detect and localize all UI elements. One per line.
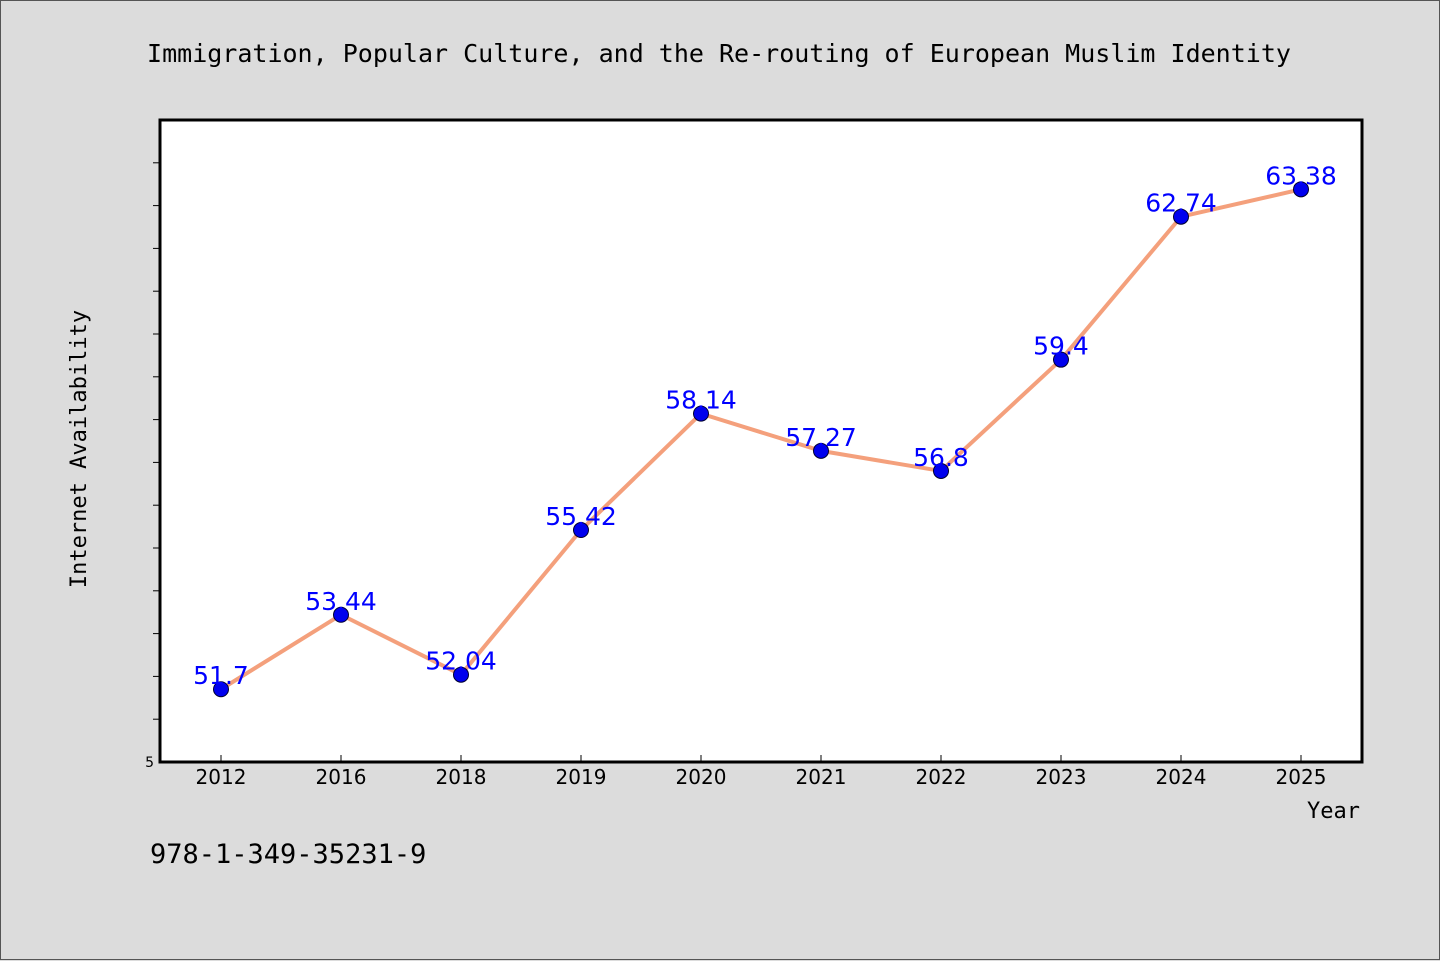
x-tick-label: 2024 [1156,765,1207,789]
data-label: 57.27 [785,423,857,452]
x-tick-label: 2023 [1036,765,1087,789]
data-point [1173,208,1189,225]
y-axis-ticks [153,162,160,720]
data-label: 59.4 [1033,332,1089,361]
data-point [573,522,589,539]
data-point [933,462,949,479]
data-point [213,681,229,698]
data-series: 51.7 53.44 52.04 55.42 58.14 57.27 56.8 59.4 62.… [193,161,1337,698]
x-tick-label: 2020 [676,765,727,789]
x-tick-label: 2019 [556,765,607,789]
chart-title: Immigration, Popular Culture, and the Re… [147,39,1291,68]
data-point [1293,181,1309,198]
data-point [813,442,829,459]
isbn-footer: 978-1-349-35231-9 [150,839,426,870]
data-label: 55.42 [545,502,617,531]
data-label: 62.74 [1145,189,1217,218]
x-tick-label: 2018 [436,765,487,789]
x-tick-label: 2021 [796,765,847,789]
x-tick-label: 2025 [1276,765,1327,789]
data-point [1053,351,1069,368]
y-tick-label: 5 [145,755,154,771]
x-axis-ticks: 2012 2016 2018 2019 2020 2021 2022 2023 2024 2025 [196,755,1327,789]
plot-area [158,118,1364,764]
data-point [693,405,709,422]
y-axis-label: Internet Availability [67,310,92,588]
data-label: 52.04 [425,647,497,676]
data-point [333,606,349,623]
series-line [219,187,1302,691]
x-tick-label: 2012 [196,765,247,789]
x-axis-label: Year [1307,799,1360,824]
data-label: 58.14 [665,386,737,415]
data-label: 56.8 [913,443,969,472]
data-point [453,666,469,683]
data-label: 63.38 [1265,161,1337,190]
x-tick-label: 2016 [316,765,367,789]
data-label: 53.44 [305,587,377,616]
data-label: 51.7 [193,661,249,690]
x-tick-label: 2022 [916,765,967,789]
